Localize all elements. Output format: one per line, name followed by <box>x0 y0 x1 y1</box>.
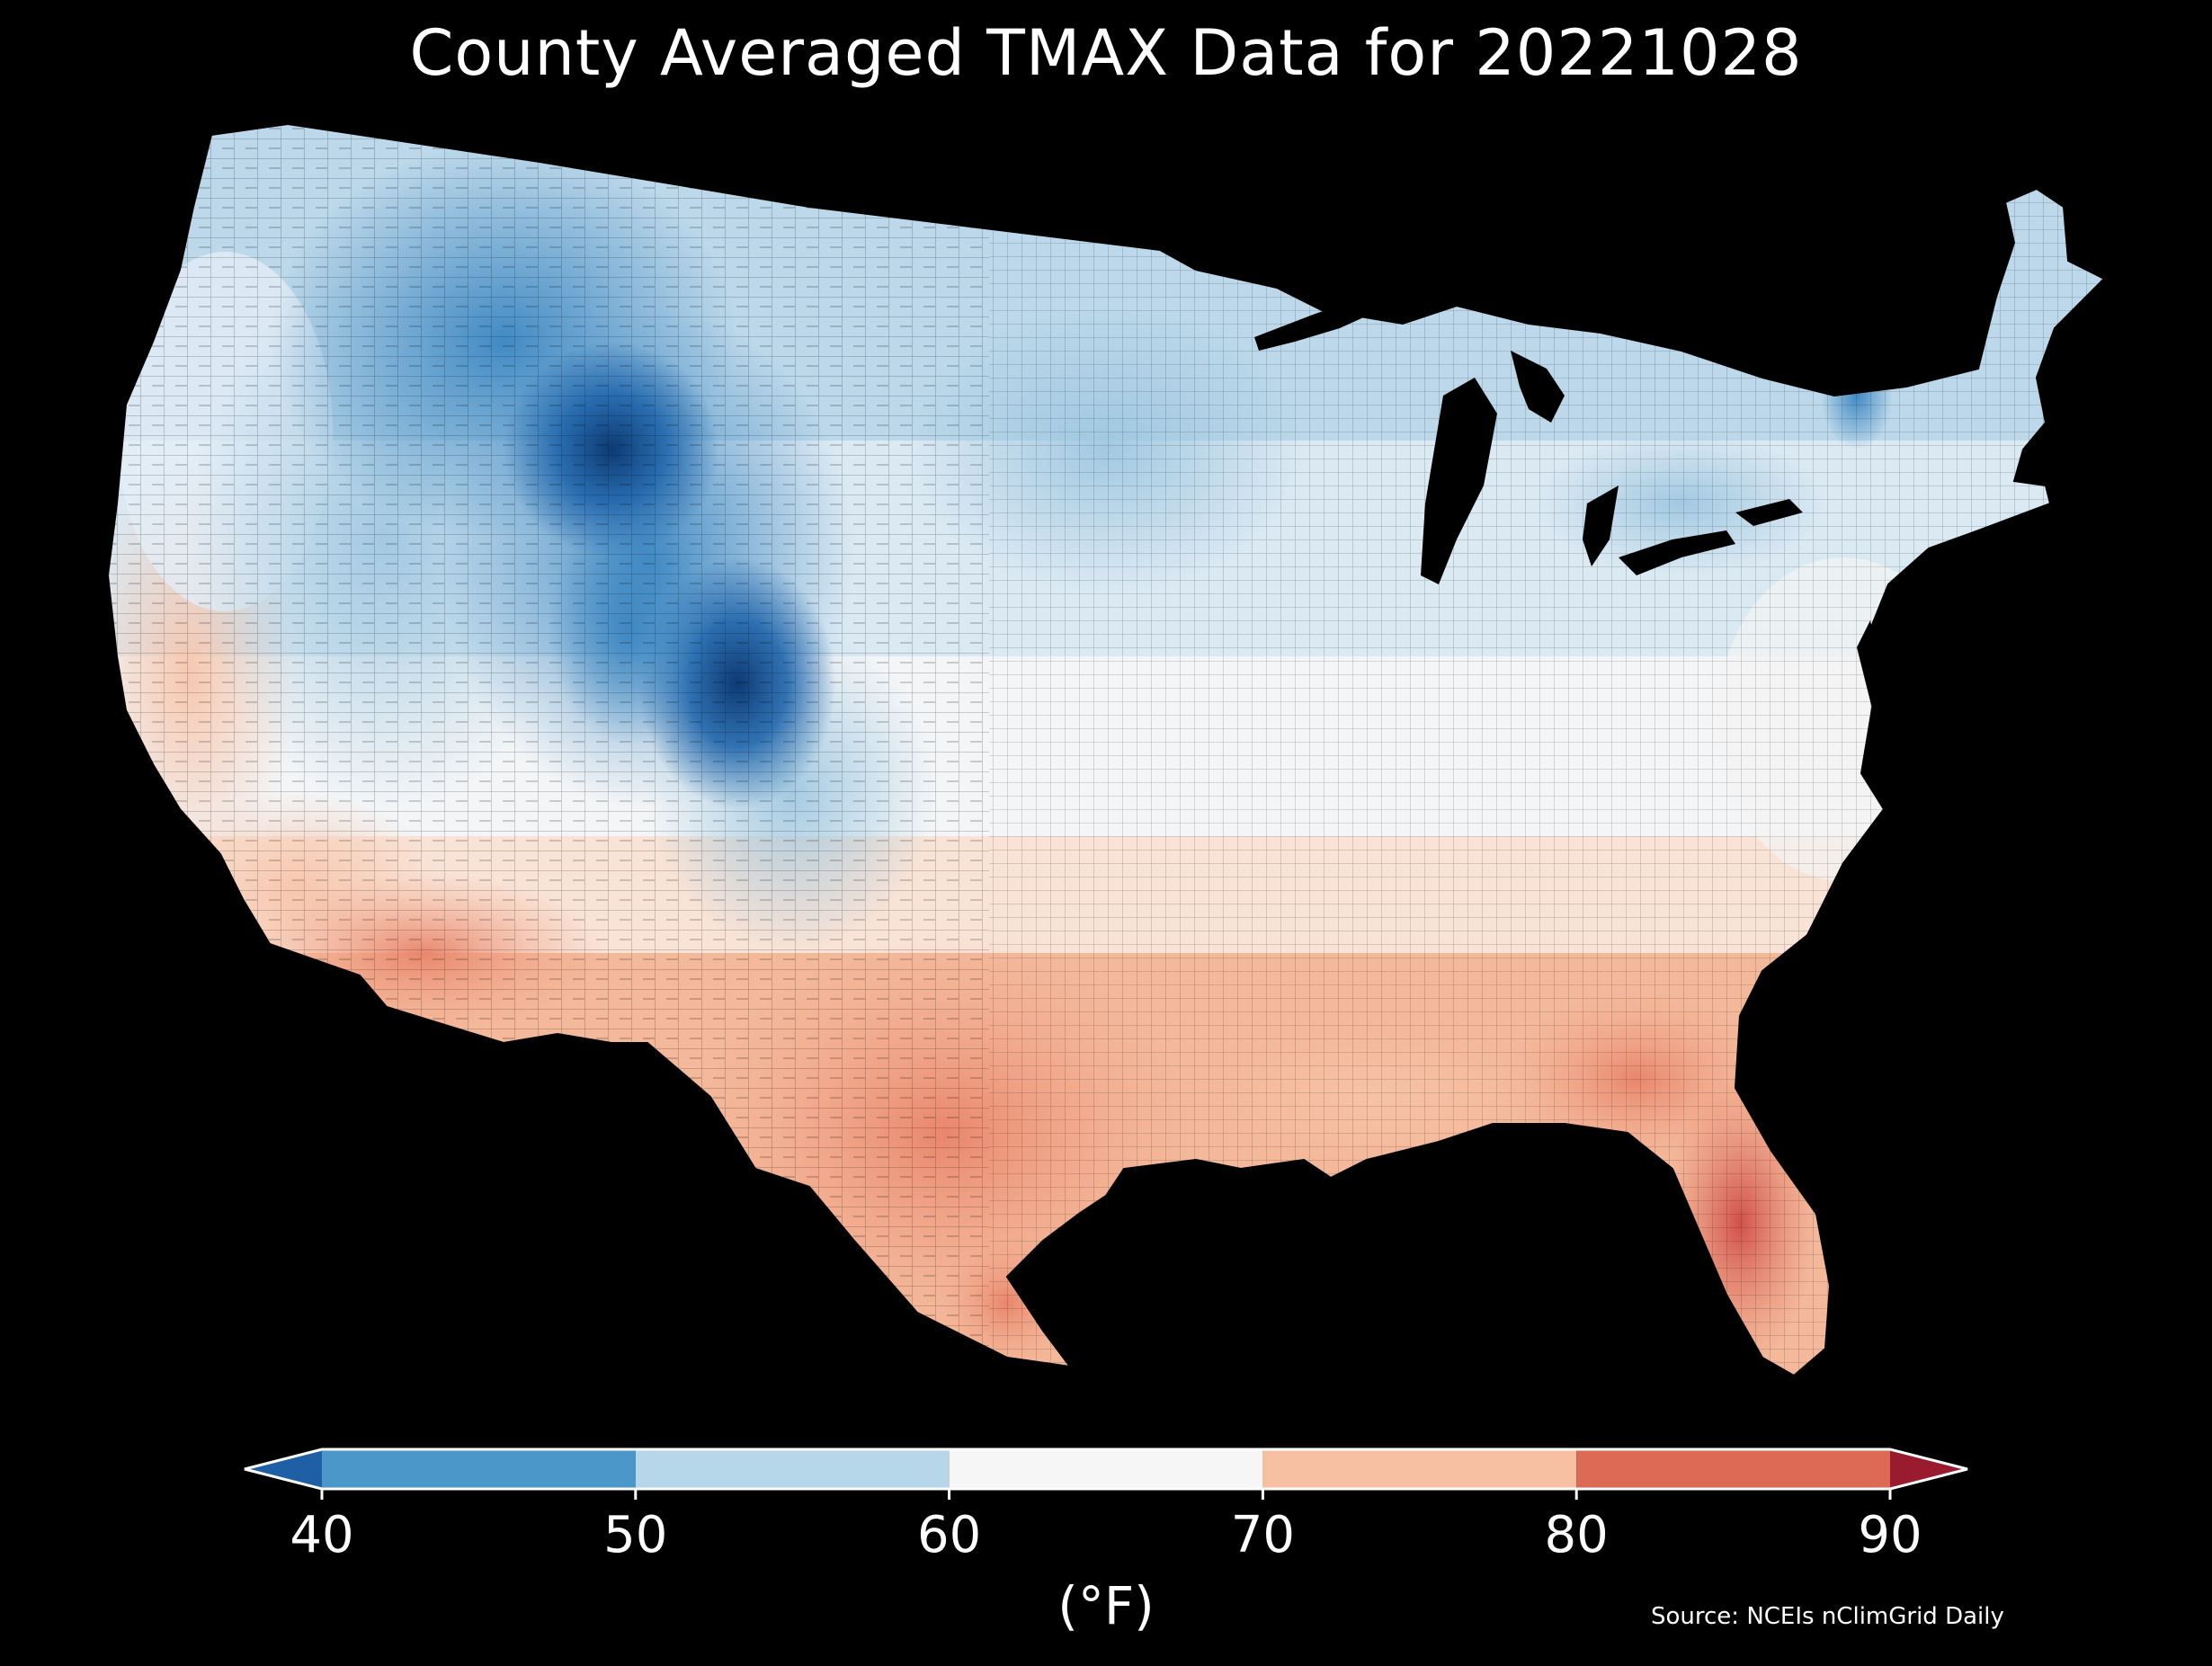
colorbar-bin-80-90 <box>1576 1449 1890 1489</box>
colorbar-tick-label: 60 <box>916 1506 982 1564</box>
colorbar-bin-40-50 <box>322 1449 636 1489</box>
colorbar-tick-label: 40 <box>290 1506 354 1564</box>
colorbar-tick-label: 70 <box>1230 1506 1296 1564</box>
colorbar-under-arrow <box>245 1449 322 1489</box>
colorbar-unit-label: (°F) <box>1057 1575 1155 1636</box>
great-lakes <box>1254 292 1884 719</box>
colorbar-bin-70-80 <box>1262 1449 1577 1489</box>
source-credit: Source: NCEIs nClimGrid Daily <box>1651 1603 2004 1630</box>
colorbar-over-arrow <box>1890 1449 1967 1489</box>
map-title: County Averaged TMAX Data for 20221028 <box>409 16 1803 90</box>
colorbar-bin-50-60 <box>635 1449 950 1489</box>
colorbar-tick-label: 50 <box>603 1506 668 1564</box>
colorbar-bin-60-70 <box>949 1449 1263 1489</box>
colorbar-tick-label: 80 <box>1544 1506 1609 1564</box>
colorbar-tick-label: 90 <box>1858 1506 1922 1564</box>
